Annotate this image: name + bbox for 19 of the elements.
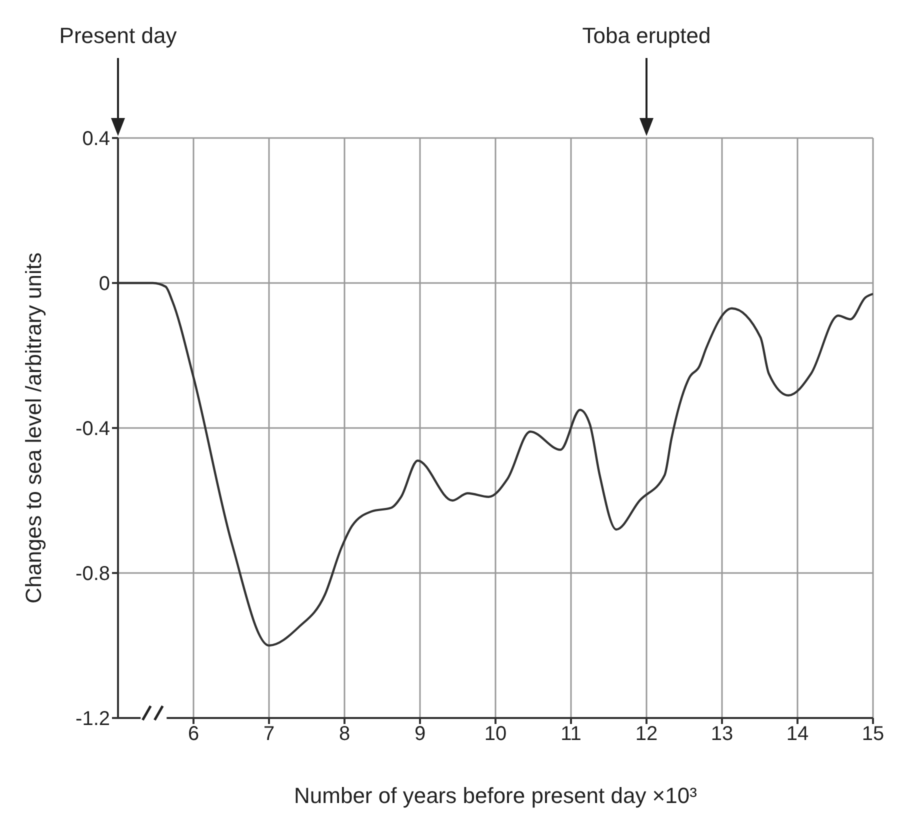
y-tick-label: -1.2 — [76, 708, 110, 730]
x-tick-label: 12 — [635, 723, 658, 746]
x-tick-label: 11 — [560, 723, 582, 746]
y-tick-label: -0.4 — [76, 418, 110, 440]
x-tick-label: 13 — [710, 723, 734, 746]
x-axis-title: Number of years before present day ×10³ — [294, 783, 697, 808]
x-tick-label: 8 — [338, 723, 350, 746]
x-tick-label: 10 — [484, 723, 507, 746]
x-tick-label: 14 — [786, 723, 809, 746]
y-tick-label: 0 — [98, 273, 110, 296]
x-tick-label: 6 — [188, 723, 200, 746]
y-tick-label: -0.8 — [76, 563, 110, 586]
x-tick-label: 15 — [862, 723, 884, 746]
text: Present day — [59, 23, 177, 48]
y-tick-label: 0.4 — [82, 128, 110, 150]
text: Toba erupted — [582, 23, 711, 48]
x-tick-label: 9 — [414, 723, 426, 746]
y-axis-title: Changes to sea level /arbitrary units — [20, 252, 46, 604]
x-tick-label: 7 — [263, 723, 275, 746]
